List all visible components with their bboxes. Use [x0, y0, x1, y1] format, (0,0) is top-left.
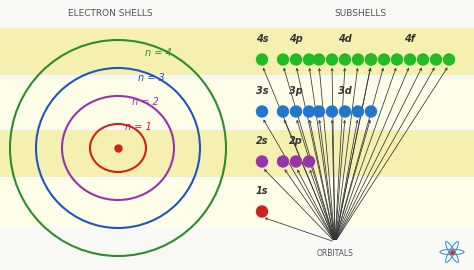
- Text: 4p: 4p: [289, 33, 303, 43]
- Circle shape: [444, 54, 455, 65]
- Circle shape: [291, 106, 301, 117]
- Circle shape: [353, 106, 364, 117]
- Bar: [0, 180, 474, 227]
- Circle shape: [418, 54, 428, 65]
- Text: 3s: 3s: [256, 86, 268, 96]
- Bar: [0, 80, 474, 127]
- Bar: [0, 130, 474, 177]
- Circle shape: [291, 156, 301, 167]
- Circle shape: [392, 54, 402, 65]
- Circle shape: [256, 106, 267, 117]
- Circle shape: [303, 54, 315, 65]
- Circle shape: [404, 54, 416, 65]
- Text: ORBITALS: ORBITALS: [317, 249, 354, 258]
- Text: 4f: 4f: [404, 33, 416, 43]
- Circle shape: [277, 106, 289, 117]
- Text: SUBSHELLS: SUBSHELLS: [334, 8, 386, 18]
- Circle shape: [353, 54, 364, 65]
- Circle shape: [365, 54, 376, 65]
- Circle shape: [291, 54, 301, 65]
- Text: 1s: 1s: [256, 185, 268, 195]
- Circle shape: [365, 106, 376, 117]
- Circle shape: [430, 54, 441, 65]
- Text: 3p: 3p: [289, 86, 303, 96]
- Circle shape: [365, 54, 376, 65]
- Text: n = 3: n = 3: [138, 73, 165, 83]
- Circle shape: [339, 54, 350, 65]
- Text: 3d: 3d: [338, 86, 352, 96]
- Text: n = 2: n = 2: [132, 97, 159, 107]
- Text: 2p: 2p: [289, 136, 303, 146]
- Circle shape: [313, 106, 325, 117]
- Circle shape: [277, 156, 289, 167]
- Circle shape: [256, 206, 267, 217]
- Bar: [0, 28, 474, 75]
- Circle shape: [327, 106, 337, 117]
- Circle shape: [277, 54, 289, 65]
- Circle shape: [256, 54, 267, 65]
- Circle shape: [303, 156, 315, 167]
- Text: n = 4: n = 4: [145, 48, 172, 58]
- Circle shape: [379, 54, 390, 65]
- Text: ELECTRON SHELLS: ELECTRON SHELLS: [68, 8, 152, 18]
- Text: 4s: 4s: [256, 33, 268, 43]
- Circle shape: [313, 54, 325, 65]
- Circle shape: [303, 106, 315, 117]
- Circle shape: [327, 54, 337, 65]
- Text: 4d: 4d: [338, 33, 352, 43]
- Circle shape: [339, 106, 350, 117]
- Circle shape: [256, 156, 267, 167]
- Text: n = 1: n = 1: [125, 122, 152, 132]
- Text: 2s: 2s: [256, 136, 268, 146]
